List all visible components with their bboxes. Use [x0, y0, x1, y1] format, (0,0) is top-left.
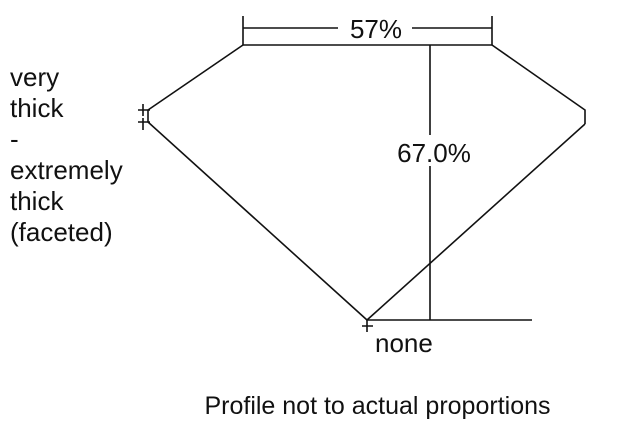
girdle-label-line: thick	[10, 93, 64, 123]
crown-right-edge	[491, 44, 586, 124]
girdle-label-line: -	[10, 124, 19, 154]
girdle-label: very thick - extremely thick (faceted)	[10, 62, 123, 248]
girdle-label-line: extremely	[10, 155, 123, 185]
pavilion-left-edge	[147, 121, 368, 321]
girdle-label-line: (faceted)	[10, 217, 113, 247]
table-percent-label: 57%	[350, 14, 402, 44]
girdle-marker	[138, 104, 150, 130]
depth-percent-label: 67.0%	[397, 138, 471, 168]
crown-left-edge	[147, 44, 244, 111]
pavilion-right-edge	[366, 123, 586, 321]
girdle-label-line: very	[10, 62, 60, 92]
culet-label: none	[375, 328, 433, 358]
girdle-label-line: thick	[10, 186, 64, 216]
table-dimension-line	[242, 16, 493, 45]
footer-note: Profile not to actual proportions	[204, 392, 551, 420]
culet-marker	[362, 320, 373, 332]
